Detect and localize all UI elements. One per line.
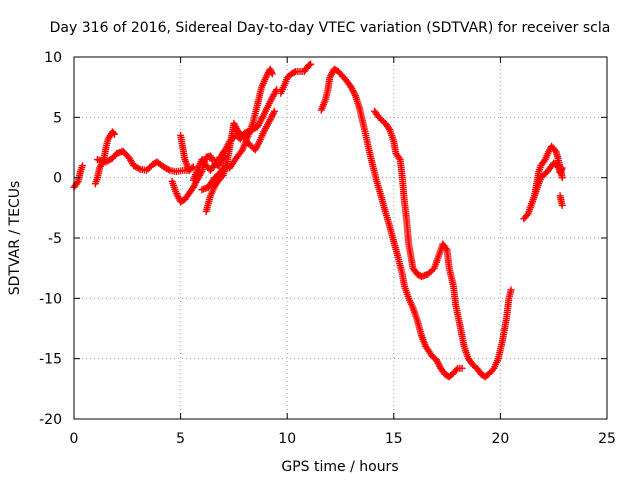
data-point [206,152,214,160]
y-tick-label: -5 [48,231,62,247]
data-point [188,164,196,172]
x-tick-label: 5 [176,431,185,447]
data-point [266,65,274,73]
data-point [384,124,392,132]
data-point [73,179,81,187]
data-point [273,86,281,94]
y-tick-label: -15 [39,352,62,368]
axis-ticks: 0 5 10 15 20 25 10 5 0 -5 -10 -15 -20 [39,50,616,447]
data-point [290,68,298,76]
y-tick-label: -10 [39,291,62,307]
data-point [207,154,215,162]
plot-frame [73,56,608,420]
y-tick-label: 0 [53,171,62,187]
data-point [458,364,466,372]
data-point [558,174,566,182]
x-axis-label: GPS time / hours [281,459,398,475]
data-point [111,130,119,138]
grid [74,57,607,419]
data-point [395,154,403,162]
data-points [70,60,566,381]
x-tick-label: 25 [598,431,616,447]
data-point [307,60,315,68]
y-axis-label: SDTVAR / TECUs [7,181,23,296]
x-tick-label: 15 [385,431,403,447]
data-point [267,67,275,75]
data-point [218,166,226,174]
data-point [489,366,497,374]
chart-title: Day 316 of 2016, Sidereal Day-to-day VTE… [50,20,611,36]
data-point [134,164,142,172]
data-point [507,286,515,294]
x-tick-label: 0 [70,431,79,447]
y-tick-label: 5 [53,110,62,126]
data-point [268,68,276,76]
data-point [79,162,87,170]
y-tick-label: -20 [39,412,62,428]
data-point [109,129,117,137]
data-point [442,245,450,253]
data-point [558,201,566,209]
y-tick-label: 10 [44,50,62,66]
data-point [164,166,172,174]
x-tick-label: 20 [491,431,509,447]
data-point [268,70,276,78]
data-point [523,211,531,219]
data-point [452,366,460,374]
data-point [429,266,437,274]
data-point [270,107,278,115]
x-tick-label: 10 [278,431,296,447]
